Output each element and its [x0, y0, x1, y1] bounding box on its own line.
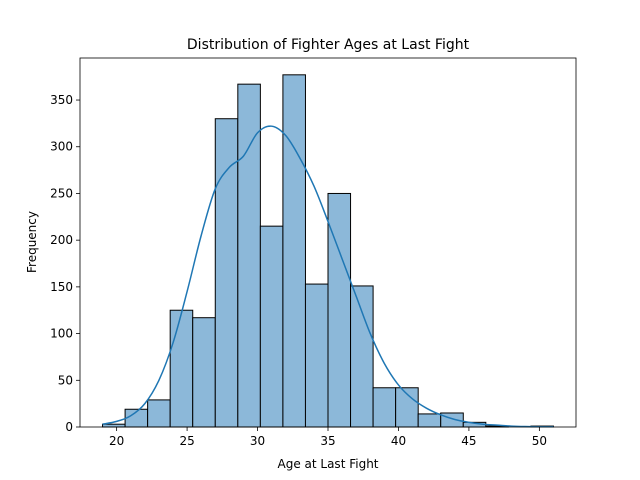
- x-tick-label-25: 25: [179, 434, 194, 448]
- kde-curve: [102, 125, 554, 428]
- histogram-bar-15: [417, 413, 442, 428]
- x-axis-ticks: 20 25 30 35 40 45 50: [109, 427, 547, 448]
- histogram-bar-6: [214, 118, 239, 428]
- x-tick-label-45: 45: [461, 434, 476, 448]
- x-tick-label-30: 30: [250, 434, 265, 448]
- histogram-bar-13: [372, 387, 397, 428]
- histogram-bar-8: [259, 225, 284, 428]
- histogram-bars: [102, 74, 554, 428]
- x-tick-label-40: 40: [391, 434, 406, 448]
- histogram-bar-4: [169, 309, 194, 428]
- y-axis-ticks: 0 50 100 150 200 250 300 350: [50, 93, 80, 434]
- y-tick-label-0: 0: [65, 420, 73, 434]
- y-tick-label-300: 300: [50, 140, 73, 154]
- y-axis-label: Frequency: [25, 211, 39, 273]
- y-tick-label-100: 100: [50, 327, 73, 341]
- y-tick-label-150: 150: [50, 280, 73, 294]
- y-tick-label-50: 50: [58, 373, 73, 387]
- y-tick-label-350: 350: [50, 93, 73, 107]
- histogram-bar-3: [147, 399, 171, 428]
- y-tick-label-200: 200: [50, 233, 73, 247]
- histogram-bar-7: [237, 83, 261, 428]
- histogram-bar-1: [102, 423, 126, 428]
- histogram-bar-12: [350, 285, 374, 428]
- histogram-bar-9: [282, 74, 306, 428]
- histogram-bar-5: [192, 317, 216, 428]
- y-tick-label-250: 250: [50, 186, 73, 200]
- chart-title: Distribution of Fighter Ages at Last Fig…: [187, 37, 470, 53]
- x-tick-label-35: 35: [320, 434, 335, 448]
- histogram-bar-10: [304, 283, 329, 428]
- x-tick-label-50: 50: [532, 434, 547, 448]
- plot-frame: [79, 57, 577, 428]
- x-tick-label-20: 20: [109, 434, 124, 448]
- x-axis-label: Age at Last Fight: [278, 457, 379, 471]
